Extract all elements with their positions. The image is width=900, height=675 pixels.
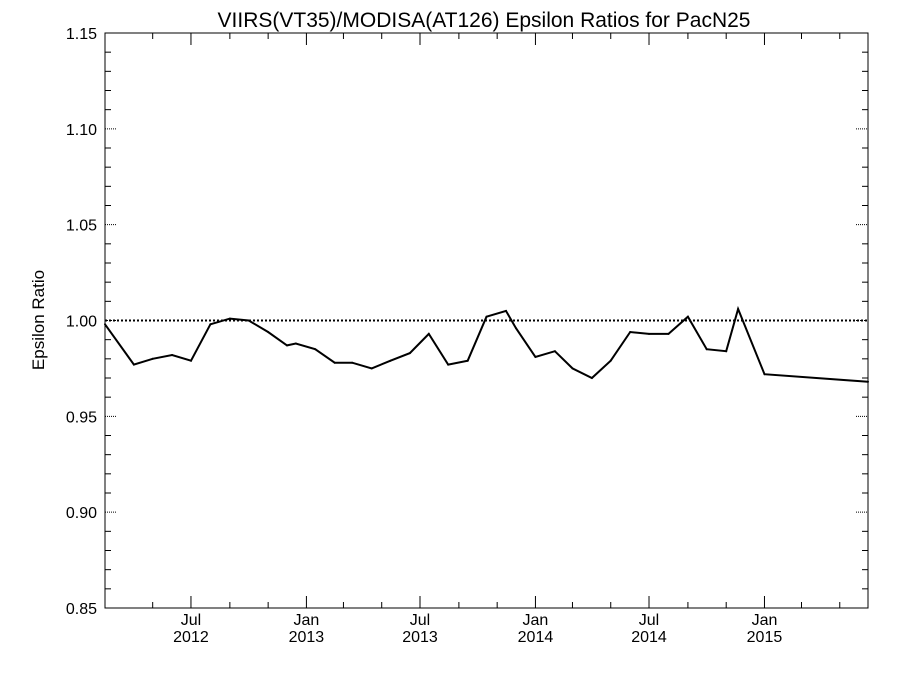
data-point [867,380,869,383]
x-tick-year-label: 2013 [289,629,325,646]
data-point [515,327,517,330]
data-point [763,373,766,376]
data-point [705,348,708,351]
data-point [267,331,270,333]
x-tick-month-label: Jan [523,612,549,629]
y-tick-label: 1.00 [66,314,97,331]
data-point [427,332,430,335]
data-point [351,361,354,364]
x-tick-year-label: 2015 [747,629,783,646]
data-point [553,350,556,353]
data-point [466,359,469,362]
data-point [151,357,154,360]
x-tick-month-label: Jul [410,612,430,629]
x-tick-year-label: 2013 [402,629,438,646]
y-tick-label: 1.05 [66,218,97,235]
data-point [590,377,593,379]
data-point [294,342,297,345]
data-point [667,332,670,335]
y-tick-label: 0.85 [66,601,97,618]
x-tick-year-label: 2012 [173,629,209,646]
data-point [408,352,411,355]
x-tick-month-label: Jan [752,612,778,629]
data-point [571,367,574,370]
data-point [485,315,488,318]
x-tick-month-label: Jul [639,612,659,629]
chart-title: VIIRS(VT35)/MODISA(AT126) Epsilon Ratios… [218,9,751,32]
y-tick-label: 0.95 [66,409,97,426]
data-point [609,359,612,362]
y-tick-label: 1.10 [66,122,97,139]
x-tick-year-label: 2014 [518,629,554,646]
data-point [286,344,288,347]
y-tick-label: 1.15 [66,26,97,43]
data-point [389,359,392,362]
data-point [314,348,317,351]
data-point [534,355,537,358]
data-point [686,315,689,318]
data-point [247,319,250,322]
x-tick-month-label: Jan [294,612,320,629]
data-point [104,323,106,326]
x-tick-month-label: Jul [181,612,201,629]
y-tick-label: 0.90 [66,505,97,522]
data-point [190,359,192,362]
data-point [132,363,135,366]
data-point [171,354,174,356]
data-point [447,363,450,366]
data-point [370,367,373,370]
series-layer [104,305,869,383]
data-point [505,309,507,312]
data-point [228,317,231,320]
plot-axes: 0.850.900.951.001.051.101.15Jul2012Jan20… [66,26,869,646]
data-point [333,361,336,364]
data-point [209,323,212,326]
data-point [737,308,740,310]
data-point [725,350,728,353]
y-axis-label: Epsilon Ratio [29,270,48,370]
data-point [629,331,632,333]
x-tick-year-label: 2014 [631,629,667,646]
data-point [648,332,650,335]
